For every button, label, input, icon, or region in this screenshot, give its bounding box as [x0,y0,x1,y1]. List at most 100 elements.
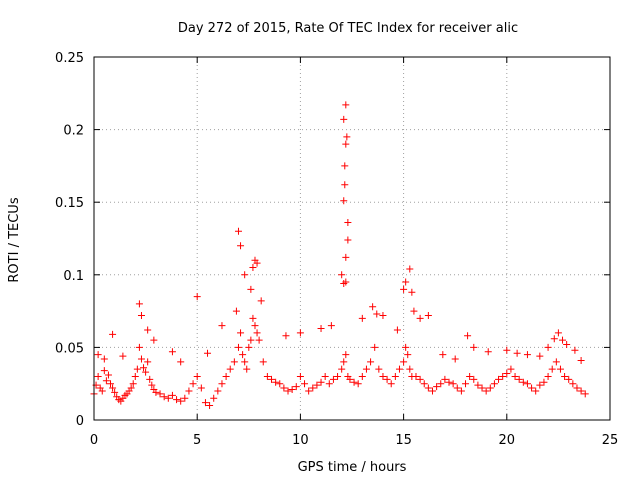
data-point [241,271,249,279]
data-point [412,372,420,380]
data-point [391,372,399,380]
data-point [550,335,558,343]
data-point [102,377,110,385]
data-point [98,387,106,395]
data-point [129,380,137,388]
y-axis-label: ROTI / TECUs [7,197,22,282]
data-point [393,326,401,334]
data-point [253,259,261,267]
data-point [232,307,240,315]
data-point [156,390,164,398]
data-point [569,380,577,388]
data-point [340,115,348,123]
y-tick-label: 0.05 [55,341,84,356]
data-point [536,352,544,360]
data-point [193,293,201,301]
data-point [268,375,276,383]
data-point [350,378,358,386]
plot-frame [93,56,611,421]
data-point [453,384,461,392]
data-point [540,378,548,386]
x-tick-label: 15 [395,433,412,448]
data-point [296,329,304,337]
chart-title: Day 272 of 2015, Rate Of TEC Index for r… [178,21,518,36]
data-point [338,365,346,373]
data-point [523,351,531,359]
data-point [342,351,350,359]
data-point [133,365,141,373]
data-point [552,358,560,366]
data-point [507,365,515,373]
data-point [280,384,288,392]
data-point [482,387,490,395]
y-tick-label: 0.2 [63,124,84,139]
data-point [402,278,410,286]
x-axis-label: GPS time / hours [298,460,407,475]
data-point [383,375,391,383]
data-point [234,343,242,351]
data-point [358,314,366,322]
data-point [490,380,498,388]
data-point [342,253,350,261]
data-point [282,332,290,340]
data-point [230,358,238,366]
data-point [288,386,296,394]
data-point [410,307,418,315]
data-point [146,375,154,383]
data-point [218,380,226,388]
data-point [375,365,383,373]
data-point [135,300,143,308]
data-point [109,330,117,338]
data-point [222,372,230,380]
data-point [559,336,567,344]
data-point [164,394,172,402]
data-point [437,380,445,388]
x-tick-label: 10 [292,433,309,448]
data-point [327,322,335,330]
data-points [90,101,589,409]
data-point [276,380,284,388]
data-point [255,336,263,344]
data-point [214,387,222,395]
data-point [234,227,242,235]
data-point [416,375,424,383]
data-point [499,372,507,380]
data-point [111,388,119,396]
data-point [523,380,531,388]
data-point [189,380,197,388]
data-point [565,375,573,383]
data-point [544,372,552,380]
data-point [226,365,234,373]
data-point [237,329,245,337]
data-point [344,219,352,227]
data-point [402,343,410,351]
data-point [206,401,214,409]
data-point [237,242,245,250]
data-point [253,329,261,337]
data-point [451,355,459,363]
data-point [107,380,115,388]
data-point [119,352,127,360]
data-point [484,348,492,356]
data-point [408,288,416,296]
data-point [519,378,527,386]
data-point [424,311,432,319]
data-point [263,372,271,380]
data-point [404,351,412,359]
data-point [140,364,148,372]
data-point [486,384,494,392]
axis-ticks: 0 5 10 15 20 25 0 0.05 0.1 0.15 0.2 0.25 [55,51,618,448]
data-point [416,314,424,322]
data-point [462,380,470,388]
data-point [464,332,472,340]
x-tick-label: 5 [193,433,201,448]
data-point [259,358,267,366]
data-point [354,380,362,388]
data-point [342,101,350,109]
data-point [177,358,185,366]
data-point [249,314,257,322]
data-point [362,365,370,373]
data-point [160,393,168,401]
data-point [148,381,156,389]
